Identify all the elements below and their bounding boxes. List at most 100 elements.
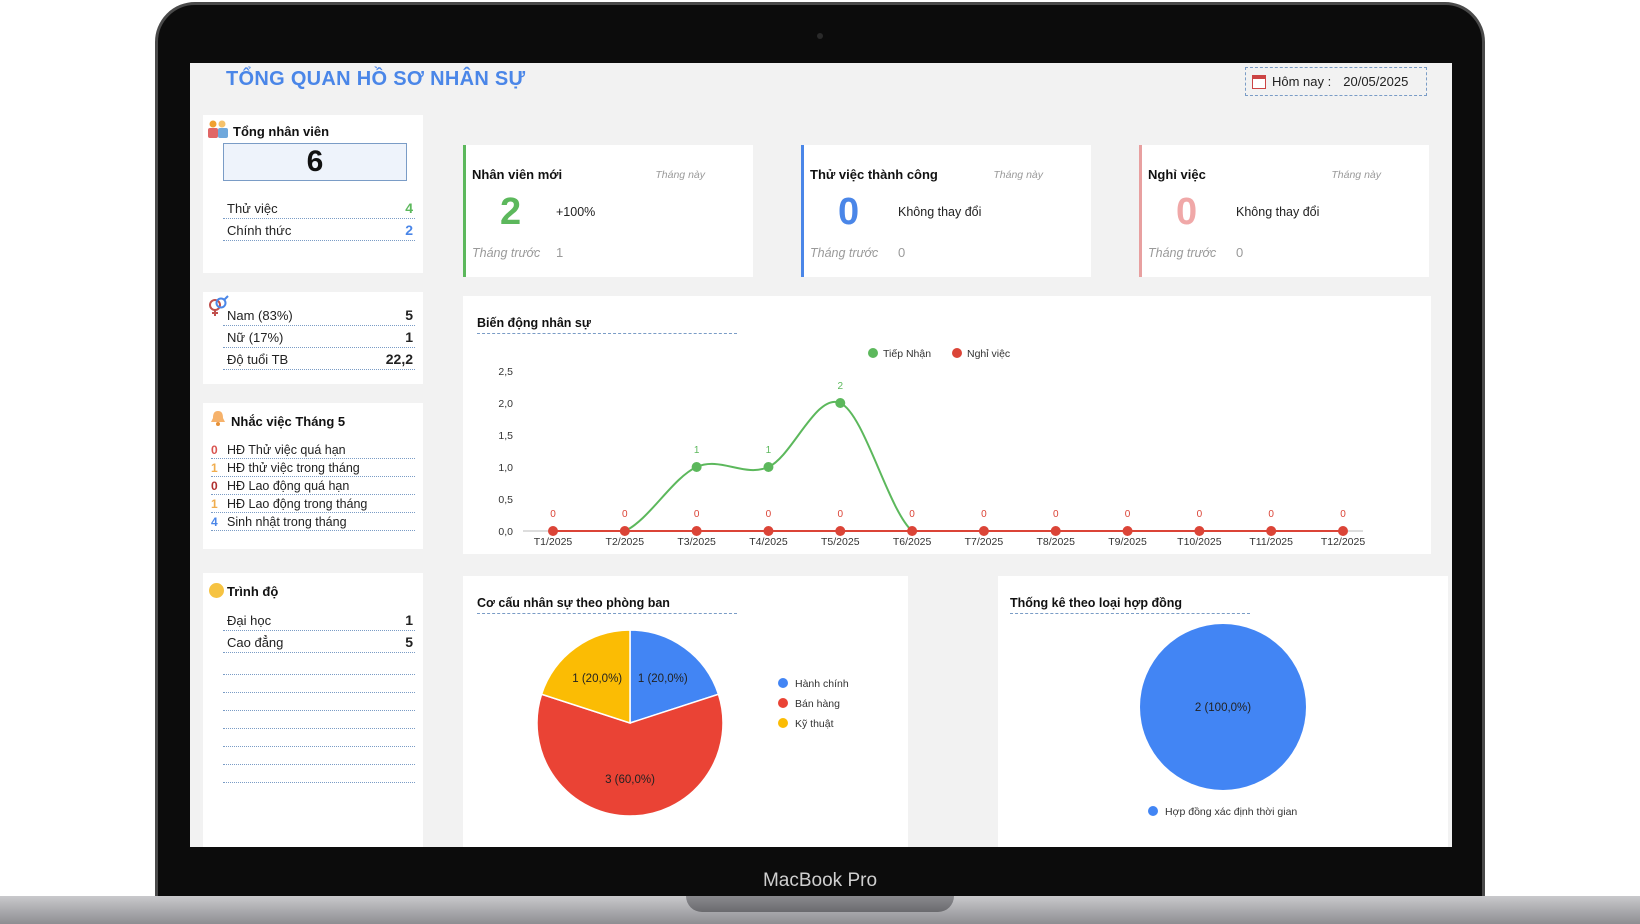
x-tick-label: T11/2025 [1249, 536, 1293, 548]
kpi-delta: +100% [556, 205, 596, 219]
education-row-empty [223, 689, 415, 711]
dashboard-screen: TỔNG QUAN HỒ SƠ NHÂN SỰ Hôm nay : 20/05/… [190, 63, 1452, 847]
gender-row-male: Nam (83%) 5 [223, 304, 415, 326]
education-row-empty [223, 725, 415, 747]
status-label: Chính thức [227, 223, 292, 238]
hr-trend-chart: 0,0 0,5 1,0 1,5 2,0 2,5 T1/2025 T2/2025 T3/2025 T… [498, 348, 1366, 548]
x-tick-label: T4/2025 [749, 536, 788, 548]
reminder-row: 1 HĐ thử việc trong tháng [211, 459, 415, 477]
total-employees-card: Tổng nhân viên 6 Thử việc 4 Chính thức 2 [203, 115, 423, 273]
data-point [691, 526, 702, 536]
x-tick-label: T5/2025 [821, 536, 860, 548]
contract-pie-chart: 2 (100,0%) Hợp đồng xác định thời gian [1140, 624, 1306, 818]
reminder-label: Sinh nhật trong tháng [227, 515, 347, 529]
legend-label: Tiếp Nhận [883, 348, 931, 360]
department-chart-title: Cơ cấu nhân sự theo phòng ban [477, 596, 737, 614]
education-value: 1 [405, 612, 413, 628]
y-tick-label: 0,0 [498, 526, 513, 538]
kpi-month: Tháng này [655, 169, 705, 181]
y-tick-label: 0,5 [498, 494, 513, 506]
kpi-value: 2 [500, 191, 522, 233]
status-value: 2 [405, 222, 413, 238]
data-point [1122, 526, 1133, 536]
legend-label: Hành chính [795, 678, 849, 690]
data-label: 0 [909, 509, 915, 520]
series-line [553, 400, 1343, 532]
pie-slice-label: 1 (20,0%) [572, 673, 622, 685]
data-label: 1 [694, 445, 700, 456]
kpi-prev-value: 1 [556, 245, 564, 260]
data-label: 0 [1125, 509, 1131, 520]
education-title: Trình độ [227, 584, 279, 599]
pie-slice [536, 693, 724, 817]
education-row-empty [223, 653, 415, 675]
reminder-count: 1 [211, 461, 218, 475]
gender-row-female: Nữ (17%) 1 [223, 326, 415, 348]
data-point [763, 526, 774, 536]
education-card: Trình độ Đại học 1 Cao đẳng 5 [203, 573, 423, 847]
data-label: 0 [766, 509, 772, 520]
legend-swatch [778, 678, 788, 688]
gender-value: 1 [405, 329, 413, 345]
hr-trend-chart-card: Biến động nhân sự 0,0 0,5 1,0 1,5 2,0 2,5 T1/2… [463, 296, 1431, 554]
average-age-label: Độ tuổi TB [227, 352, 289, 367]
legend-label: Kỹ thuật [795, 718, 834, 730]
kpi-value: 0 [1176, 191, 1198, 233]
bell-icon [211, 411, 225, 426]
device-label: MacBook Pro [762, 870, 878, 891]
kpi-card-probation-success: Thử việc thành công Tháng này 0 Không th… [801, 145, 1091, 277]
data-point [691, 462, 702, 472]
x-tick-label: T9/2025 [1108, 536, 1147, 548]
reminder-label: HĐ Thử việc quá hạn [227, 443, 346, 457]
education-value: 5 [405, 634, 413, 650]
data-point [763, 462, 774, 472]
reminders-card: Nhắc việc Tháng 5 0 HĐ Thử việc quá hạn 1 H… [203, 403, 423, 549]
data-label: 0 [694, 509, 700, 520]
legend-swatch [952, 348, 962, 358]
pie-slice-label: 3 (60,0%) [605, 774, 655, 786]
legend-label: Hợp đồng xác định thời gian [1165, 806, 1297, 818]
pie-slice [629, 629, 720, 725]
x-tick-label: T6/2025 [893, 536, 932, 548]
data-label: 2 [837, 381, 843, 392]
kpi-value: 0 [838, 191, 860, 233]
x-tick-label: T1/2025 [534, 536, 573, 548]
education-row-empty [223, 707, 415, 729]
gender-label: Nam (83%) [227, 308, 293, 323]
total-employees-label: Tổng nhân viên [233, 124, 330, 139]
data-label: 0 [1053, 509, 1059, 520]
contract-chart-title: Thống kê theo loại hợp đồng [1010, 596, 1250, 614]
data-point [835, 526, 846, 536]
education-label: Đại học [227, 613, 272, 628]
y-tick-label: 2,0 [498, 398, 513, 410]
x-tick-label: T12/2025 [1321, 536, 1366, 548]
data-point [548, 526, 558, 536]
education-label: Cao đẳng [227, 635, 284, 650]
total-employees-value: 6 [223, 143, 407, 181]
y-tick-label: 1,0 [498, 462, 513, 474]
legend-label: Nghỉ việc [967, 348, 1010, 360]
data-label: 0 [622, 509, 628, 520]
laptop-notch [686, 896, 954, 912]
gender-label: Nữ (17%) [227, 330, 284, 345]
department-pie-chart: 1 (20,0%) 3 (60,0%) 1 (20,0%) Hành chính Bán… [536, 629, 849, 817]
date-box: Hôm nay : 20/05/2025 [1245, 67, 1427, 96]
kpi-prev-value: 0 [898, 245, 906, 260]
x-tick-label: T2/2025 [606, 536, 645, 548]
kpi-prev-label: Tháng trước [1148, 246, 1217, 260]
legend-swatch [868, 348, 878, 358]
gender-icon [209, 295, 229, 316]
data-point [907, 526, 918, 536]
education-row-university: Đại học 1 [223, 609, 415, 631]
people-icon [208, 120, 228, 138]
education-row-college: Cao đẳng 5 [223, 631, 415, 653]
kpi-card-new-employees: Nhân viên mới Tháng này 2 +100% Tháng tr… [463, 145, 753, 277]
reminder-label: HĐ Lao động trong tháng [227, 497, 368, 511]
reminder-count: 0 [211, 443, 218, 457]
x-tick-label: T8/2025 [1036, 536, 1075, 548]
status-value: 4 [405, 200, 413, 216]
y-tick-label: 2,5 [498, 366, 513, 378]
data-label: 0 [981, 509, 987, 520]
camera-icon [817, 33, 823, 39]
pie-slice [1140, 624, 1306, 790]
